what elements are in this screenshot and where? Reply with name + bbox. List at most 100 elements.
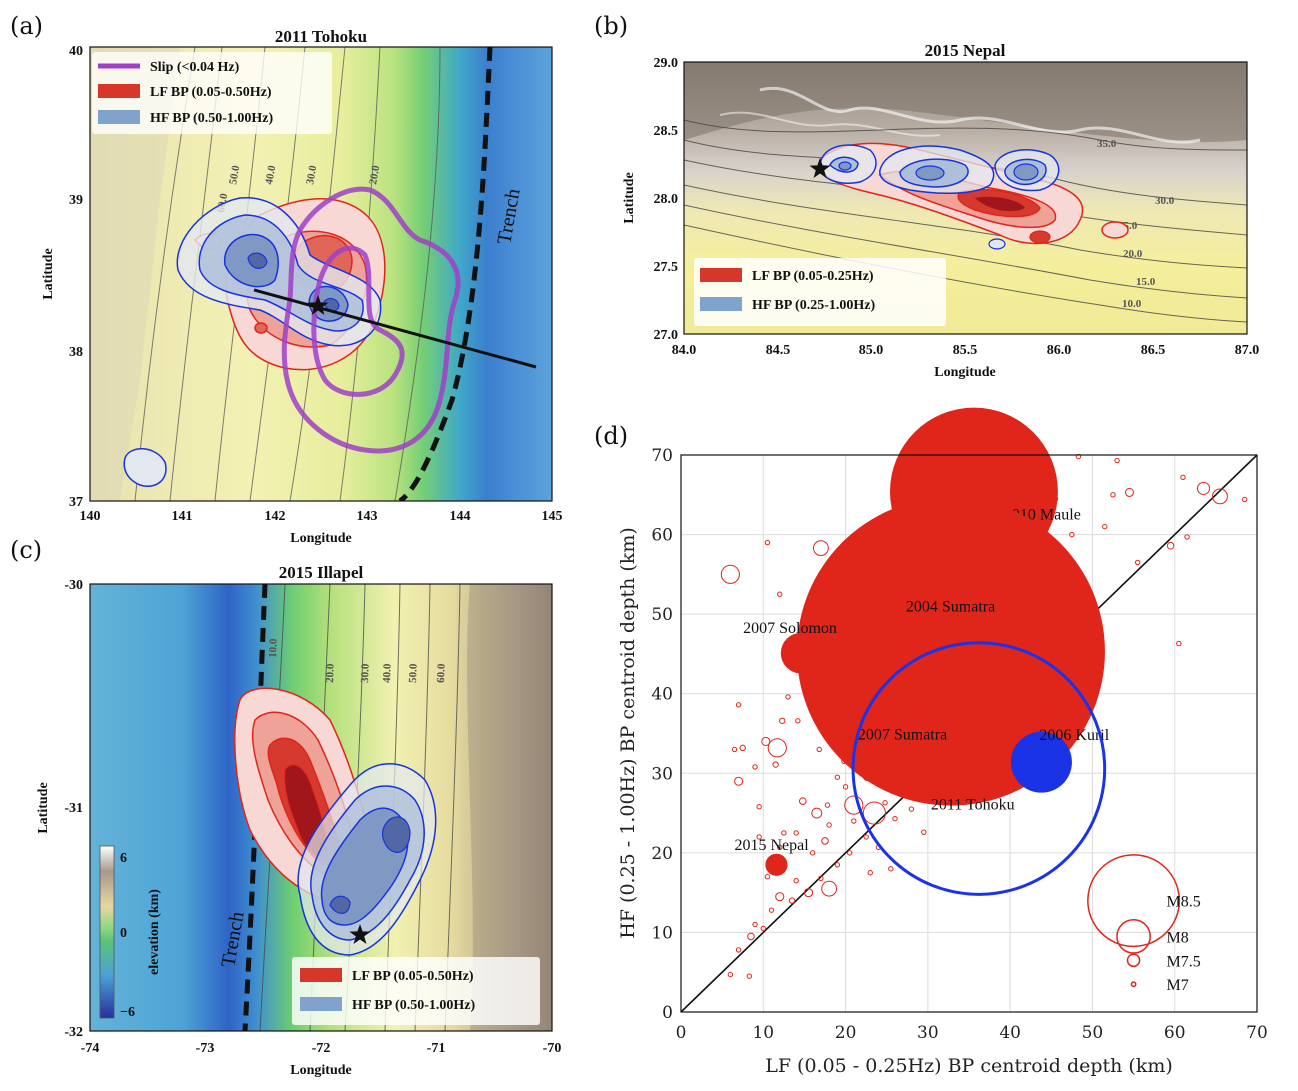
event-point [777,844,783,850]
hf-bp-contours-b [819,144,1060,250]
event-label: 2004 Sumatra [906,599,995,616]
event-point [1176,640,1182,647]
size-legend-marker [1087,854,1181,948]
event-point [772,761,779,768]
ytick-b-3: 28.5 [654,124,679,139]
contour-label-c-60: 60.0 [435,663,448,683]
xlabel-a: Longitude [290,531,351,546]
colorbar-c: 6 0 −6 elevation (km) [99,845,162,1020]
legend-b: LF BP (0.05-0.25Hz) HF BP (0.25-1.00Hz) [694,258,946,326]
event-point [1075,453,1082,460]
legend-b-lf: LF BP (0.05-0.25Hz) [752,269,874,284]
event-point [735,702,742,708]
xtick-d: 60 [1164,1023,1186,1043]
panel-c-title: 2015 Illapel [279,563,364,582]
colorbar-label: elevation (km) [147,889,162,975]
event-point [735,947,742,953]
event-point [1102,523,1108,530]
xtick-c-4: -70 [543,1041,562,1056]
event-point [752,764,758,770]
xtick-a-1: 141 [172,509,193,524]
panel-a: (a) 2011 Tohoku 60.0 50.0 40.0 30.0 20.0 [10,12,563,546]
event-point [756,834,762,840]
event-point [767,738,787,758]
ylabel-a: Latitude [41,248,56,299]
event-label: 2007 Sumatra [858,726,947,743]
event-point [739,744,746,752]
xtick-d: 20 [835,1023,857,1043]
colorbar-tick-bottom: −6 [120,1005,135,1020]
event-point [1180,474,1186,480]
legend-c-lf: LF BP (0.05-0.50Hz) [352,969,474,984]
contour-label-b-35: 35.0 [1097,138,1117,150]
xtick-c-3: -71 [427,1041,446,1056]
legend-a: Slip (<0.04 Hz) LF BP (0.05-0.50Hz) HF B… [92,52,332,134]
event-point [779,717,786,724]
xtick-b-1: 84.5 [766,343,791,358]
contour-label-b-10: 10.0 [1122,298,1142,310]
event-point [882,800,888,806]
panel-a-frame [89,46,553,502]
legend-b-hf: HF BP (0.25-1.00Hz) [752,298,875,313]
size-legend-marker [1116,919,1151,954]
xtick-b-0: 84.0 [672,343,697,358]
ytick-a-1: 38 [69,345,83,360]
axis-ticks-a: 140 141 142 143 144 145 37 38 39 40 [69,44,563,524]
magnitude-size-legend: M8.5 M8 M7.5 M7 [1087,854,1201,994]
event-point [1241,496,1248,503]
legend-a-slip: Slip (<0.04 Hz) [150,60,240,75]
ytick-d: 20 [651,844,673,864]
event-point [1110,492,1116,498]
colorbar-tick-mid: 0 [120,926,127,941]
event-point [888,866,894,872]
xtick-b-4: 86.0 [1047,343,1072,358]
xlabel-b: Longitude [934,365,995,380]
size-legend-label: M7 [1166,977,1188,994]
event-point [785,694,791,700]
xtick-a-3: 143 [357,509,378,524]
xtick-c-2: -72 [312,1041,331,1056]
event-point [760,925,766,932]
epicenter-star-icon-c [349,924,371,944]
xtick-a-5: 145 [542,509,563,524]
panel-label-d: (d) [594,422,628,450]
event-point-labeled [851,641,1107,896]
hf-bp-contours-a [123,197,382,487]
size-legend-marker [1126,953,1141,968]
event-point [764,539,771,546]
contour-label-c-10: 10.0 [267,638,280,658]
xtick-b-5: 86.5 [1141,343,1166,358]
event-point [768,907,775,913]
panel-c-map: 10.0 20.0 30.0 40.0 50.0 60.0 Trench [90,584,552,1031]
event-point [842,784,849,790]
size-legend-marker [1130,981,1137,988]
ytick-a-3: 40 [69,44,83,59]
panel-b-title: 2015 Nepal [925,41,1006,60]
event-point [734,776,744,786]
ytick-d: 60 [651,526,673,546]
event-point [816,746,822,753]
contour-label-a-20: 20.0 [367,164,382,186]
event-point [747,932,755,941]
xlabel-d: LF (0.05 - 0.25Hz) BP centroid depth (km… [765,1055,1173,1077]
event-point [788,897,796,904]
xtick-c-1: -73 [196,1041,215,1056]
contour-label-b-20: 20.0 [1123,248,1143,260]
event-point [793,878,799,884]
ytick-b-0: 27.0 [654,328,679,343]
event-label: 2015 Nepal [734,837,809,854]
size-legend-label: M7.5 [1166,953,1200,970]
event-point [1166,541,1175,550]
event-point [867,870,873,876]
event-point [826,822,832,828]
xtick-d: 50 [1082,1023,1104,1043]
event-point [1196,481,1211,495]
legend-c-hf: HF BP (0.50-1.00Hz) [352,998,475,1013]
profile-line-a [253,288,537,369]
panel-label-c: (c) [10,536,42,564]
xtick-a-4: 144 [450,509,471,524]
ytick-d: 50 [651,605,673,625]
event-point-labeled [890,720,966,795]
ytick-a-0: 37 [69,495,83,510]
event-point [756,804,762,810]
